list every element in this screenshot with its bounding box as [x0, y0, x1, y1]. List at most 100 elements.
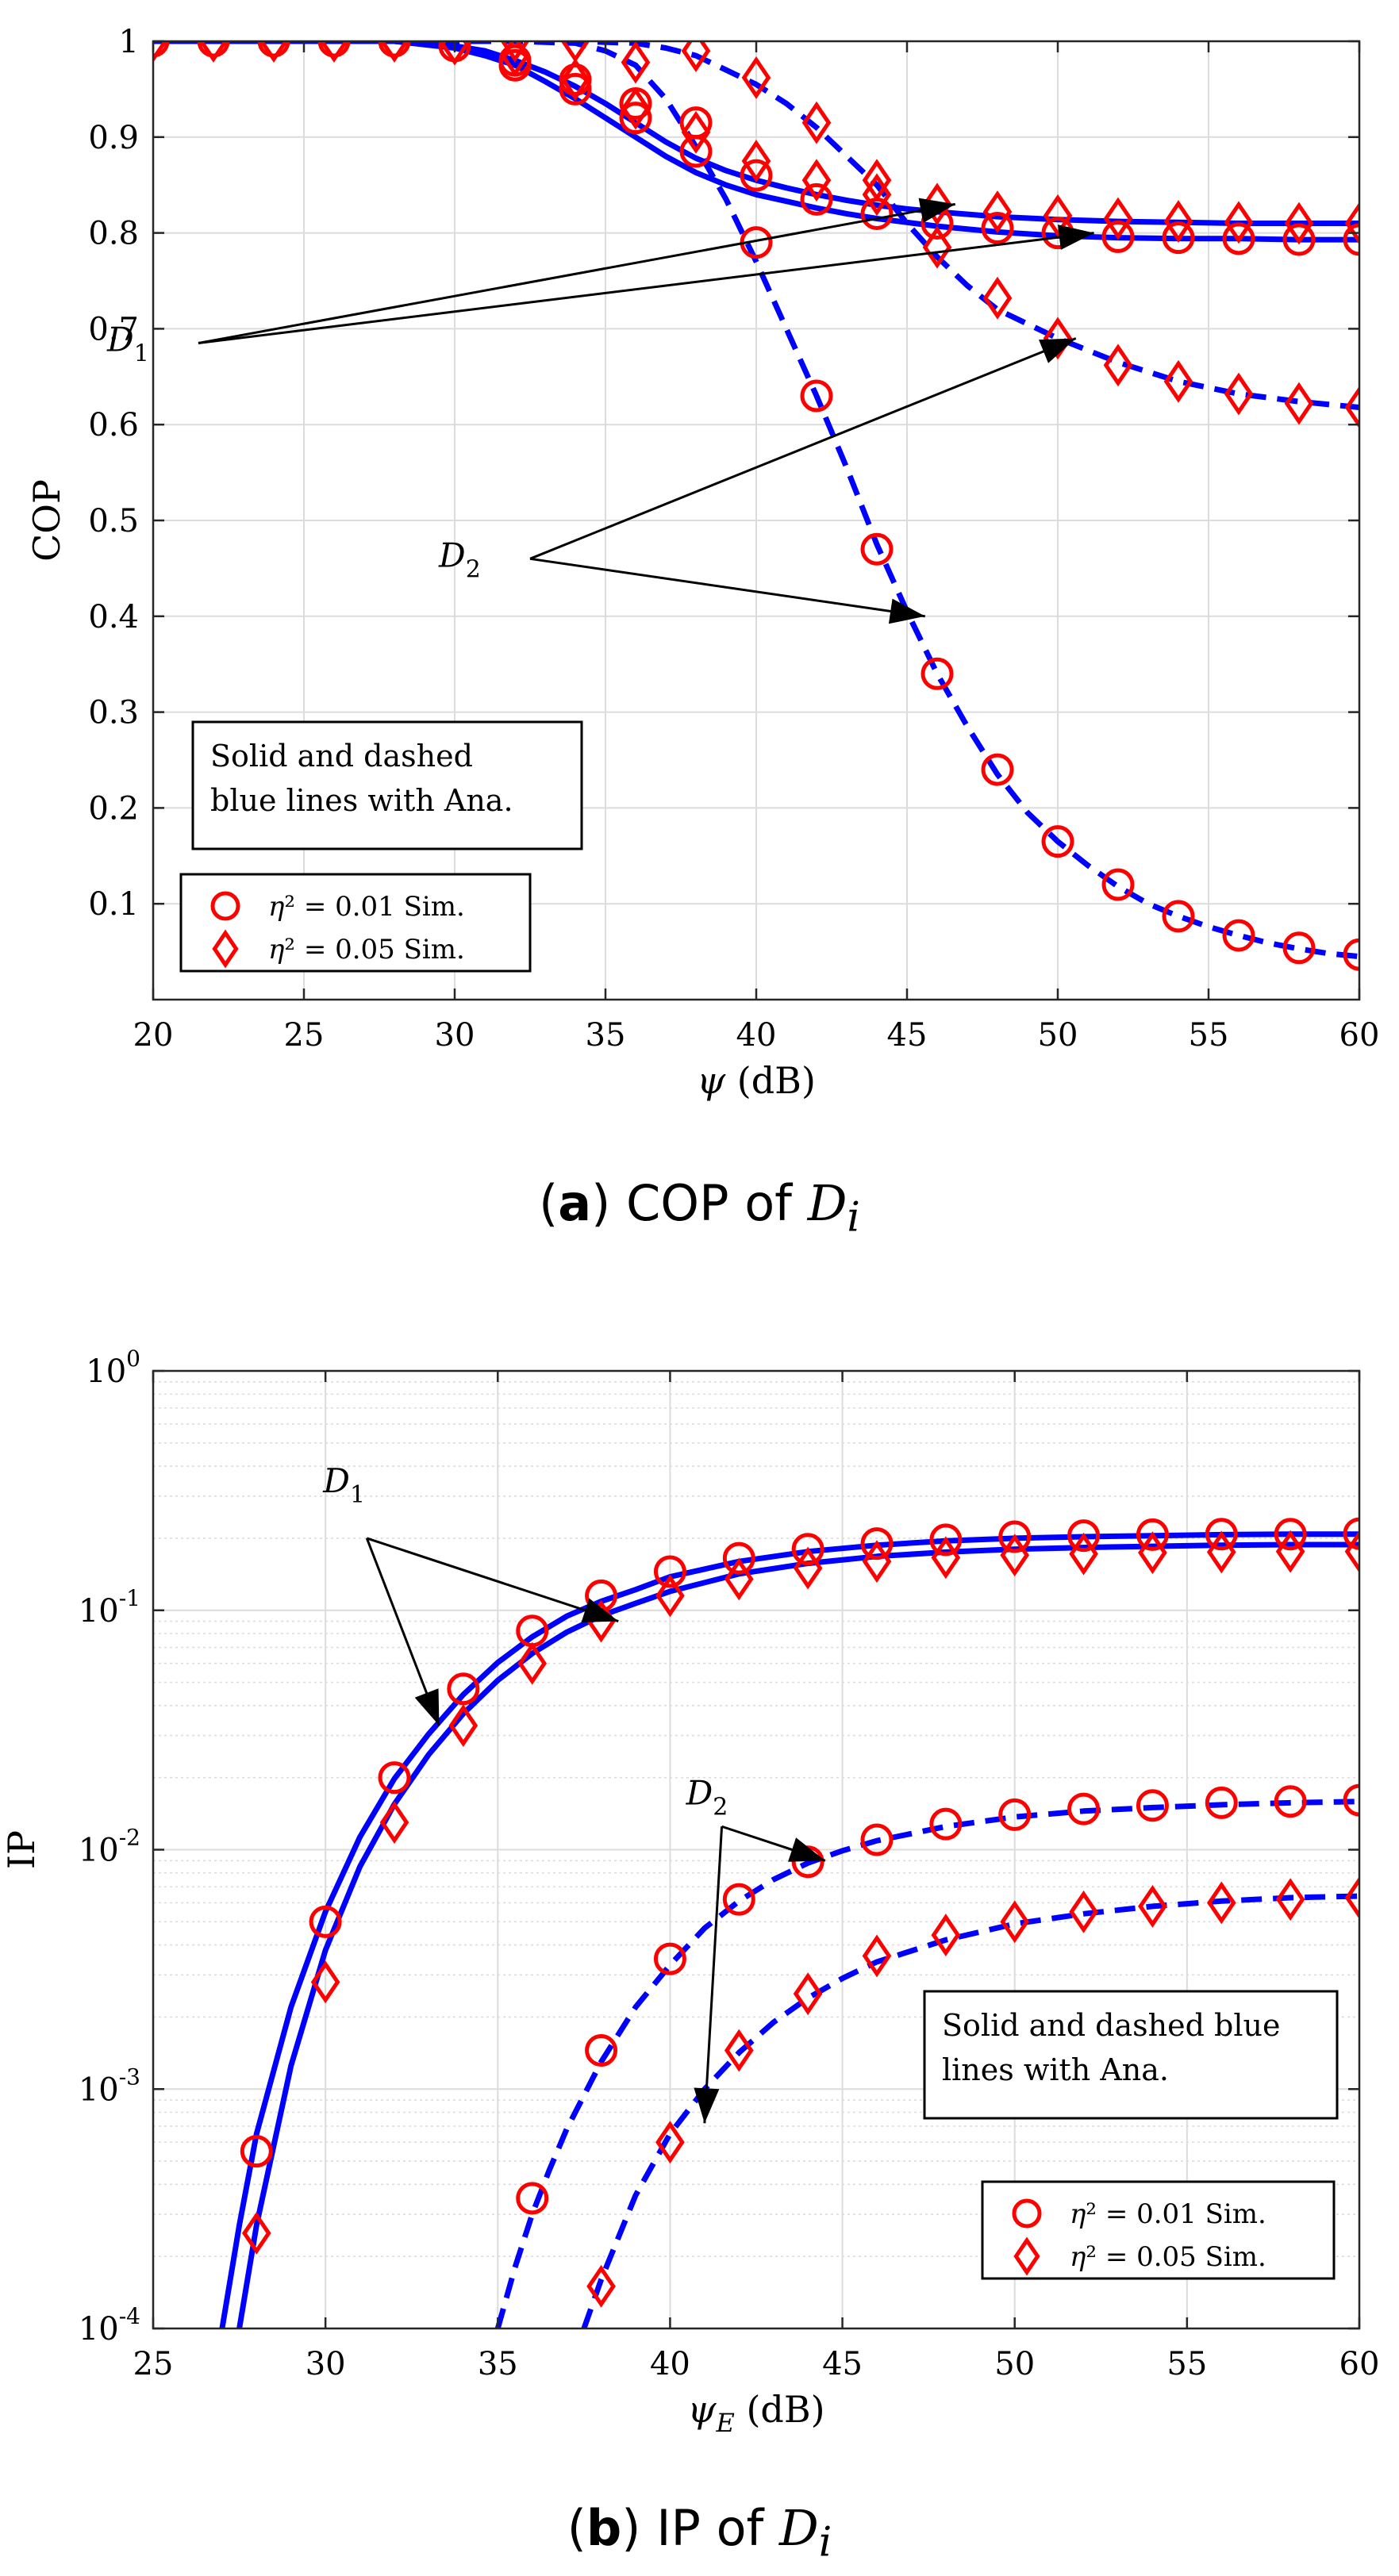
note-text: lines with Ana. [942, 2052, 1169, 2087]
annotation-label: D2 [438, 536, 481, 583]
legend-marker [1013, 2236, 1040, 2276]
annotation-arrow [529, 337, 1077, 560]
data-point [1041, 825, 1074, 858]
y-tick-label: 0.5 [88, 503, 139, 539]
x-tick-label: 50 [1038, 1017, 1078, 1054]
cop-chart: 20 25 30 35 40 45 50 55 60 0.1 0.2 0.3 0.4 0.5 0.6 0.7 0… [25, 24, 1379, 1102]
data-point [1343, 223, 1359, 256]
y-axis-label: COP [25, 479, 68, 562]
legend-marker [210, 891, 240, 921]
data-point [197, 41, 230, 58]
data-point [801, 159, 832, 202]
data-point [653, 1942, 686, 1975]
legend-label: η² = 0.05 Sim. [268, 934, 465, 966]
data-point [981, 753, 1014, 786]
y-tick-label: 10-2 [79, 1825, 140, 1869]
data-point [1162, 221, 1195, 255]
annotation-label: D1 [106, 321, 149, 368]
x-tick-label: 50 [994, 2346, 1035, 2382]
data-point [862, 1540, 892, 1584]
data-point [931, 1536, 961, 1580]
data-point [319, 41, 349, 63]
data-point [1284, 202, 1314, 245]
data-point [724, 2029, 754, 2072]
data-point [1103, 344, 1133, 387]
data-point [791, 1533, 824, 1566]
data-point [1343, 1783, 1359, 1817]
data-point [800, 182, 833, 216]
y-tick-label: 10-3 [79, 2063, 140, 2108]
data-point [1069, 1890, 1098, 1933]
legend-marker [1012, 2198, 1042, 2229]
data-point [1275, 1878, 1305, 1921]
ip-chart: 25 30 35 40 45 50 55 60 10-4 10-3 10-2 10-1 100 ψE (d… [0, 1346, 1379, 2438]
data-point [1274, 1518, 1307, 1551]
note-box [191, 720, 583, 850]
x-tick-label: 25 [284, 1017, 325, 1054]
annotations: D1 D2 [106, 198, 1094, 624]
x-tick-label: 30 [306, 2346, 346, 2382]
x-axis-label: ψE (dB) [687, 2388, 824, 2438]
data-point [1344, 1876, 1359, 1919]
data-point [1224, 201, 1254, 244]
data-point [1222, 919, 1255, 952]
data-point [559, 63, 592, 96]
data-point [982, 190, 1013, 233]
data-point [722, 1541, 755, 1575]
data-point [1103, 197, 1133, 240]
data-point [653, 1555, 686, 1588]
data-point [448, 1704, 479, 1747]
data-point [741, 140, 771, 182]
data-point [681, 110, 711, 154]
data-point [440, 41, 470, 66]
x-tick-label: 30 [435, 1017, 475, 1054]
data-point [498, 44, 532, 77]
data-point [922, 225, 952, 269]
annotation-arrow [529, 557, 926, 618]
legend-box [179, 873, 532, 973]
data-point [981, 212, 1014, 245]
y-tick-label: 1 [119, 24, 139, 60]
data-point [198, 41, 229, 63]
data-point [1343, 938, 1359, 971]
note-text: Solid and dashed [210, 739, 473, 774]
data-point [1069, 1532, 1098, 1576]
arrow-head [1039, 338, 1076, 363]
data-point [681, 41, 711, 73]
series-markers [240, 1517, 1359, 2308]
data-point [722, 1883, 755, 1916]
data-point [860, 1823, 894, 1856]
annotation-arrow [366, 1537, 619, 1622]
data-point [1344, 386, 1359, 429]
data-point [1136, 1518, 1169, 1551]
data-point [1224, 372, 1254, 416]
data-point [1162, 900, 1195, 933]
x-tick-label: 35 [586, 1017, 626, 1054]
data-point [1067, 1792, 1101, 1825]
x-tick-label: 40 [650, 2346, 690, 2382]
arrow-head [888, 598, 925, 624]
data-point [1043, 317, 1073, 360]
data-point [309, 1905, 342, 1938]
note-text: blue lines with Ana. [210, 783, 513, 818]
legend-label: η² = 0.01 Sim. [268, 891, 465, 923]
data-point [1205, 1786, 1238, 1819]
legend-box [981, 2180, 1336, 2280]
data-point [724, 1557, 754, 1601]
y-tick-label: 0.6 [88, 407, 139, 443]
data-point [862, 1934, 892, 1978]
x-tick-label: 40 [736, 1017, 777, 1054]
data-point [1205, 1518, 1238, 1551]
data-point [259, 41, 289, 63]
caption-b: (b) IP of Di [567, 2499, 832, 2566]
data-point [920, 657, 954, 690]
data-point [929, 1807, 963, 1841]
x-tick-label: 20 [133, 1017, 174, 1054]
data-point [929, 1523, 963, 1557]
y-tick-label: 0.2 [88, 790, 139, 827]
data-point [679, 106, 713, 140]
annotations: D1 D2 [322, 1461, 826, 2124]
x-tick-label: 45 [822, 2346, 863, 2382]
series-line-2 [494, 1799, 1359, 2328]
